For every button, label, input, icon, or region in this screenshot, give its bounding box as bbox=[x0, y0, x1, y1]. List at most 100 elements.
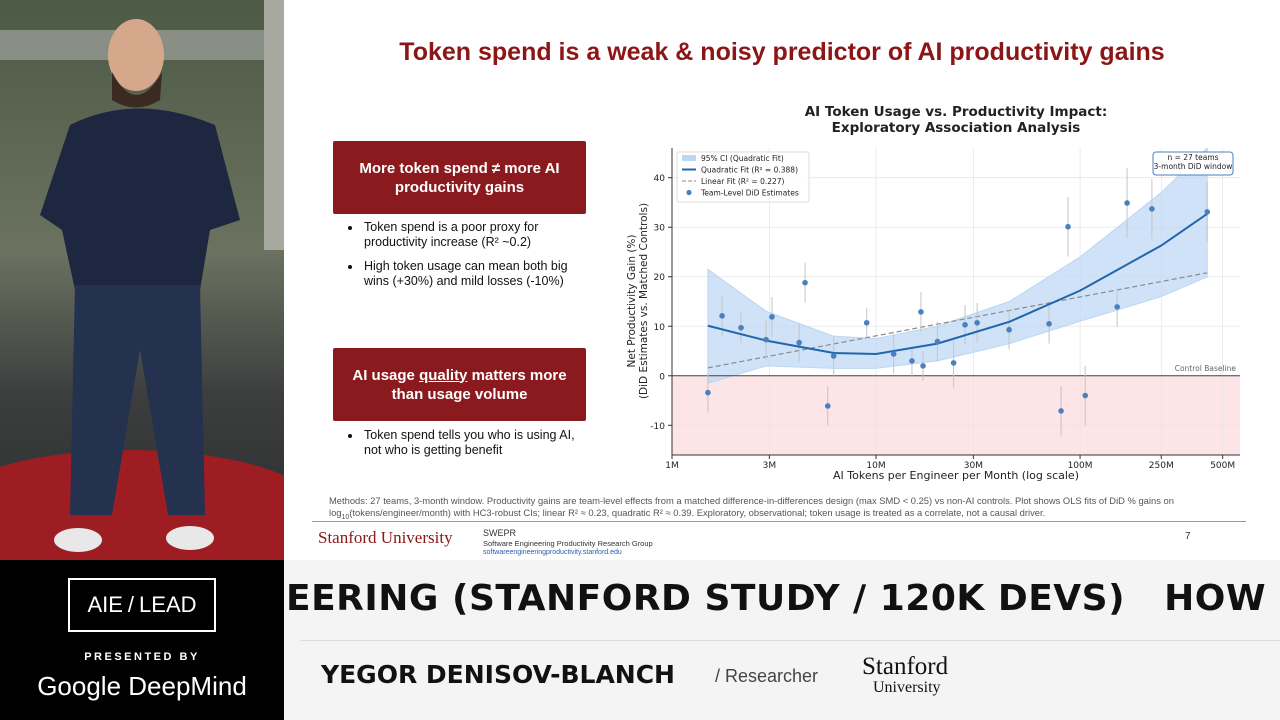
speaker-role: / Researcher bbox=[715, 666, 819, 686]
data-point bbox=[1065, 223, 1071, 230]
head bbox=[108, 19, 164, 91]
group-name: Software Engineering Productivity Resear… bbox=[483, 538, 653, 548]
legend-label: Team-Level DiD Estimates bbox=[700, 189, 799, 198]
data-point bbox=[890, 351, 897, 357]
sponsor: Google DeepMind bbox=[37, 671, 247, 701]
annotation: n = 27 teams bbox=[1167, 153, 1218, 162]
negative-region bbox=[672, 375, 1240, 455]
data-point bbox=[920, 363, 926, 369]
linear-fit bbox=[707, 272, 1208, 369]
data-point bbox=[824, 403, 831, 409]
data-point bbox=[950, 360, 957, 366]
callout-box: AI usage quality matters more than usage… bbox=[333, 348, 586, 421]
shoe bbox=[166, 526, 214, 550]
y-tick-label: -10 bbox=[650, 422, 665, 432]
x-tick-label: 3M bbox=[763, 461, 777, 471]
trousers bbox=[70, 285, 205, 515]
data-point bbox=[1046, 320, 1052, 327]
chart-title: AI Token Usage vs. Productivity Impact: bbox=[805, 104, 1108, 120]
box-text: AI usage bbox=[352, 366, 420, 384]
logo-text: LEAD bbox=[139, 592, 197, 617]
speaker-name: YEGOR DENISOV-BLANCH bbox=[321, 660, 675, 689]
methods-text: (tokens/engineer/month) with HC3-robust … bbox=[349, 507, 1046, 518]
plot-area bbox=[672, 148, 1240, 455]
y-tick-label: 40 bbox=[654, 174, 666, 184]
bullet: Token spend tells you who is using AI, n… bbox=[362, 428, 592, 458]
data-point bbox=[909, 358, 915, 364]
footer-rule bbox=[312, 521, 1246, 522]
bullet-list: Token spend tells you who is using AI, n… bbox=[340, 428, 592, 467]
baseline-label: Control Baseline bbox=[1175, 364, 1237, 373]
shoe bbox=[54, 528, 102, 552]
data-point bbox=[738, 324, 744, 331]
data-point bbox=[769, 314, 775, 320]
ticker: EERING (STANFORD STUDY / 120K DEVS) HOW bbox=[286, 578, 1267, 619]
legend-label: Linear Fit (R² = 0.227) bbox=[701, 177, 785, 186]
box-emphasis: quality bbox=[419, 366, 468, 384]
methods-note: Methods: 27 teams, 3-month window. Produ… bbox=[329, 495, 1209, 524]
bullet: Token spend is a poor proxy for producti… bbox=[362, 220, 592, 250]
data-point bbox=[962, 321, 968, 328]
bullet: High token usage can mean both big wins … bbox=[362, 259, 592, 289]
x-axis-label: AI Tokens per Engineer per Month (log sc… bbox=[833, 469, 1079, 482]
data-point bbox=[863, 319, 870, 326]
data-point bbox=[719, 313, 725, 319]
logo-text: AIE bbox=[87, 592, 123, 617]
x-tick-label: 250M bbox=[1149, 461, 1174, 471]
y-tick-label: 0 bbox=[659, 372, 665, 382]
callout-box: More token spend ≠ more AI productivity … bbox=[333, 141, 586, 214]
footer-university: Stanford University bbox=[318, 528, 453, 547]
y-axis-label: Net Productivity Gain (%) bbox=[626, 234, 638, 367]
x-tick-label: 10M bbox=[866, 461, 885, 471]
y-axis-label: (DiD Estimates vs. Matched Controls) bbox=[638, 203, 650, 399]
event-logo: AIE / LEAD bbox=[68, 578, 216, 632]
data-point bbox=[802, 279, 808, 286]
sweater bbox=[40, 108, 240, 290]
x-tick-label: 30M bbox=[964, 461, 983, 471]
data-point bbox=[934, 338, 941, 345]
y-tick-label: 20 bbox=[654, 273, 666, 283]
data-point bbox=[1082, 392, 1089, 399]
presented-by: PRESENTED BY bbox=[84, 651, 200, 663]
beard bbox=[112, 72, 162, 108]
data-point bbox=[918, 309, 924, 315]
data-point bbox=[1149, 206, 1155, 212]
data-point bbox=[763, 336, 769, 343]
y-tick-label: 10 bbox=[654, 323, 666, 333]
data-point bbox=[974, 319, 980, 326]
data-point bbox=[1114, 304, 1120, 310]
annotation-box bbox=[1152, 151, 1234, 176]
group-acronym: SWEPR bbox=[483, 528, 517, 538]
x-tick-label: 500M bbox=[1210, 461, 1235, 471]
x-tick-label: 1M bbox=[665, 461, 679, 471]
group-url: softwareengineeringproductivity.stanford… bbox=[483, 549, 622, 556]
legend-swatch bbox=[686, 189, 692, 196]
org-logo: University bbox=[873, 679, 941, 696]
slide-title: Token spend is a weak & noisy predictor … bbox=[399, 38, 1165, 66]
data-point bbox=[1006, 326, 1012, 333]
bullet-list: Token spend is a poor proxy for producti… bbox=[340, 220, 592, 298]
footer-group: SWEPR Software Engineering Productivity … bbox=[483, 528, 653, 558]
data-point bbox=[796, 339, 802, 346]
x-tick-label: 100M bbox=[1068, 461, 1093, 471]
data-point bbox=[1124, 200, 1130, 206]
data-point bbox=[705, 389, 711, 396]
separator bbox=[300, 640, 1280, 641]
legend-label: 95% CI (Quadratic Fit) bbox=[701, 154, 784, 163]
data-point bbox=[830, 353, 837, 359]
annotation: 3-month DiD window bbox=[1154, 162, 1233, 171]
org-logo: Stanford bbox=[862, 653, 949, 680]
data-point bbox=[1058, 408, 1064, 414]
logo-slash: / bbox=[127, 592, 135, 617]
methods-subscript: 10 bbox=[341, 513, 350, 521]
pillar bbox=[264, 0, 284, 250]
methods-text: Methods: 27 teams, 3-month window. Produ… bbox=[329, 495, 1174, 518]
data-point bbox=[1204, 209, 1211, 215]
legend-box bbox=[676, 151, 810, 203]
y-tick-label: 30 bbox=[654, 224, 666, 234]
chart: AI Token Usage vs. Productivity Impact: … bbox=[626, 104, 1240, 482]
box-text: matters more than usage volume bbox=[391, 366, 567, 403]
speaker-video bbox=[0, 0, 284, 560]
legend-swatch bbox=[682, 155, 696, 161]
